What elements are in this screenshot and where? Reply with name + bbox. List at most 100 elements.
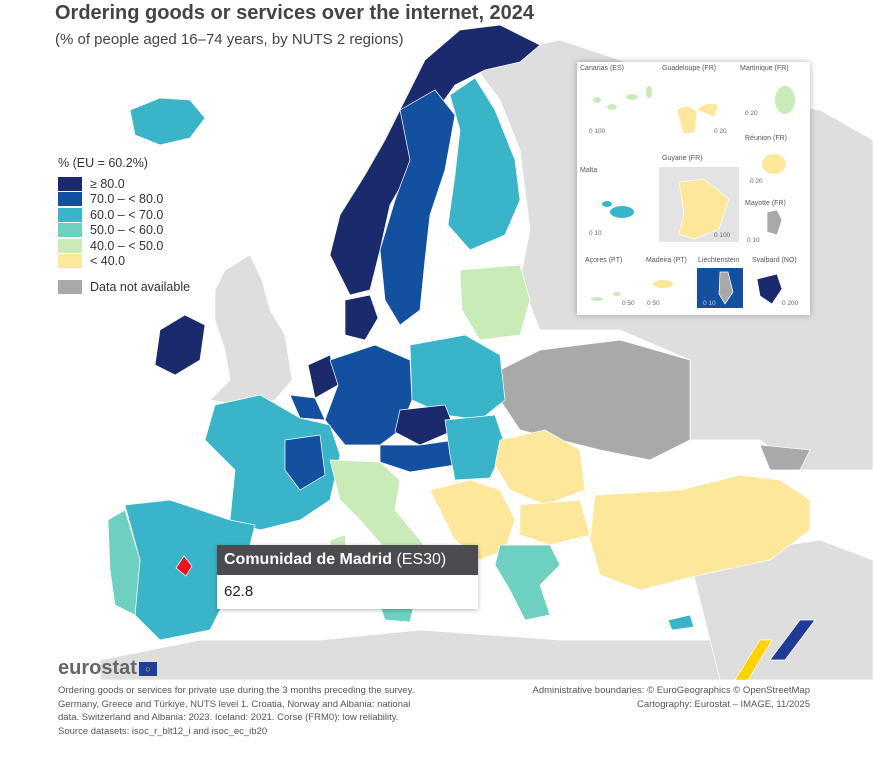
inset-malta[interactable]: Malta 0 10 (577, 164, 655, 244)
legend-item: 50.0 – < 60.0 (58, 223, 190, 239)
scale-bar: 0 50 (622, 300, 635, 307)
cyprus[interactable] (667, 614, 695, 631)
scale-bar: 0 50 (647, 300, 660, 307)
inset-label: Martinique (FR) (740, 65, 789, 72)
inset-mayotte[interactable]: Mayotte (FR) 0 10 (742, 197, 810, 247)
brand-stripe-blue (769, 619, 816, 661)
scale-bar: 0 10 (703, 300, 716, 307)
north-africa (99, 629, 721, 681)
uk[interactable] (209, 254, 293, 406)
legend-label: Data not available (90, 279, 191, 294)
inset-martinique[interactable]: Martinique (FR) 0 20 (737, 62, 810, 127)
scale-bar: 0 200 (782, 300, 799, 307)
map-title: Ordering goods or services over the inte… (55, 2, 535, 24)
inset-shape (593, 86, 652, 110)
iceland[interactable] (129, 97, 206, 146)
cartography-credit: Cartography: Eurostat – IMAGE, 11/2025 (636, 698, 810, 710)
inset-label: Canarias (ES) (580, 65, 624, 72)
legend-swatch (58, 207, 82, 222)
inset-acores[interactable]: Açores (PT) 0 50 (582, 254, 642, 312)
inset-svalbard[interactable]: Svalbard (NO) 0 200 (749, 254, 810, 312)
scale-bar: 0 100 (714, 232, 731, 239)
inset-label: Mayotte (FR) (745, 200, 786, 207)
bulgaria[interactable] (519, 499, 591, 546)
inset-label: Madeira (PT) (646, 257, 687, 264)
france[interactable] (204, 394, 341, 531)
inset-label: Malta (580, 167, 598, 174)
caucasus (759, 444, 811, 471)
scale-bar: 0 20 (714, 128, 727, 135)
tooltip-value: 62.8 (224, 583, 254, 600)
inset-guyane[interactable]: Guyane (FR) 0 100 (659, 152, 739, 242)
baltics[interactable] (459, 264, 531, 341)
inset-canarias[interactable]: Canarias (ES) 0 100 (577, 62, 655, 147)
austria[interactable] (379, 439, 456, 473)
footnote: Ordering goods or services for private u… (58, 684, 418, 738)
scale-bar: 0 10 (589, 230, 602, 237)
map-subtitle: (% of people aged 16–74 years, by NUTS 2… (55, 31, 404, 48)
sweden[interactable] (379, 89, 456, 326)
finland[interactable] (447, 77, 521, 251)
slovakia-hungary[interactable] (444, 414, 506, 481)
turkiye[interactable] (589, 474, 811, 591)
inset-shape (766, 209, 783, 236)
legend-swatch (58, 192, 82, 207)
inset-shape (697, 268, 743, 308)
czechia[interactable] (394, 404, 456, 446)
brand-stripe-yellow (734, 639, 773, 681)
legend-label: 60.0 – < 70.0 (90, 207, 164, 222)
inset-liechtenstein[interactable]: Liechtenstein 0 10 (695, 254, 747, 312)
inset-label: Açores (PT) (585, 257, 623, 264)
legend-item: ≥ 80.0 (58, 176, 190, 192)
tooltip-header: Comunidad de Madrid (ES30) (217, 545, 478, 575)
legend-label: 40.0 – < 50.0 (90, 238, 164, 253)
legend-swatch (58, 223, 82, 238)
logo-text: eurostat (58, 657, 137, 679)
legend-item: 70.0 – < 80.0 (58, 192, 190, 208)
source-datasets: Source datasets: isoc_r_blt12_i and isoc… (58, 725, 268, 737)
inset-shape (762, 154, 786, 174)
inset-label: Liechtenstein (698, 257, 740, 264)
credits: Administrative boundaries: © EuroGeograp… (533, 684, 811, 711)
legend: % (EU = 60.2%) ≥ 80.0 70.0 – < 80.0 60.0… (58, 156, 190, 295)
inset-maps-panel: Canarias (ES) 0 100 Guadeloupe (FR) 0 20 M… (577, 62, 810, 315)
inset-shape (591, 292, 621, 301)
ireland[interactable] (154, 314, 206, 376)
inset-label: Réunion (FR) (745, 135, 788, 142)
inset-guadeloupe[interactable]: Guadeloupe (FR) 0 20 (659, 62, 734, 142)
inset-reunion[interactable]: Réunion (FR) 0 20 (742, 132, 810, 192)
scale-bar: 0 100 (589, 128, 606, 135)
scale-bar: 0 20 (745, 110, 758, 117)
portugal[interactable] (107, 509, 141, 616)
boundaries-credit: Administrative boundaries: © EuroGeograp… (532, 685, 811, 696)
legend-label: 70.0 – < 80.0 (90, 192, 164, 207)
inset-label: Svalbard (NO) (752, 257, 797, 264)
scale-bar: 0 20 (750, 178, 763, 185)
middle-east (689, 539, 873, 681)
germany[interactable] (324, 344, 413, 446)
ukraine-belarus[interactable] (499, 339, 691, 461)
greece[interactable] (494, 544, 561, 621)
tooltip-region-name: Comunidad de Madrid (224, 551, 392, 568)
legend-item: < 40.0 (58, 254, 190, 270)
denmark[interactable] (344, 294, 379, 341)
legend-item-na: Data not available (58, 279, 190, 295)
inset-label: Guyane (FR) (662, 155, 703, 162)
legend-label: ≥ 80.0 (90, 176, 125, 191)
eu-flag-icon: ○ (138, 661, 157, 676)
inset-shape (756, 273, 783, 305)
inset-shape (775, 86, 795, 114)
madrid-highlight[interactable] (175, 555, 193, 577)
legend-swatch (58, 238, 82, 253)
legend-item: 60.0 – < 70.0 (58, 207, 190, 223)
poland[interactable] (409, 334, 506, 421)
legend-label: < 40.0 (90, 254, 126, 269)
legend-item: 40.0 – < 50.0 (58, 238, 190, 254)
romania[interactable] (494, 429, 586, 506)
france-central[interactable] (284, 434, 326, 491)
inset-madeira[interactable]: Madeira (PT) 0 50 (643, 254, 693, 312)
region-tooltip: Comunidad de Madrid (ES30) 62.8 (217, 545, 478, 609)
legend-swatch (58, 279, 82, 294)
legend-swatch (58, 254, 82, 269)
eurostat-logo[interactable]: eurostat ○ (58, 657, 157, 680)
